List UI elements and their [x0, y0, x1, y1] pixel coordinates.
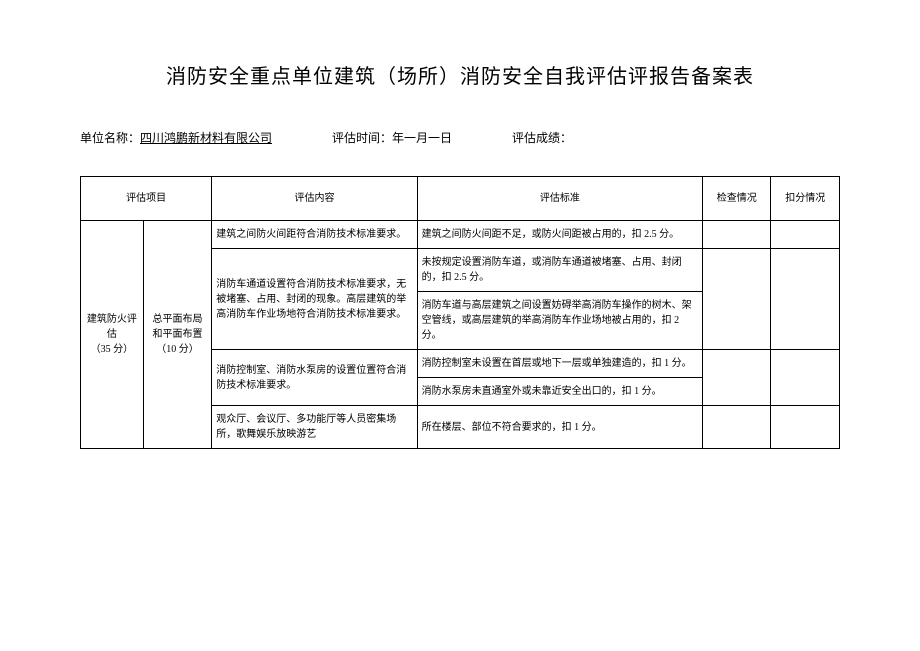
header-category: 评估项目 — [81, 177, 212, 221]
deduct-cell — [771, 249, 840, 350]
check-cell — [703, 406, 771, 449]
header-content: 评估内容 — [212, 177, 417, 221]
header-deduct: 扣分情况 — [771, 177, 840, 221]
standard-cell: 消防车道与高层建筑之间设置妨碍举高消防车操作的树木、架空管线，或高层建筑的举高消… — [417, 292, 702, 350]
content-cell: 消防控制室、消防水泵房的设置位置符合消防技术标准要求。 — [212, 350, 417, 406]
standard-cell: 未按规定设置消防车道，或消防车通道被堵塞、占用、封闭的，扣 2.5 分。 — [417, 249, 702, 292]
header-standard: 评估标准 — [417, 177, 702, 221]
check-cell — [703, 221, 771, 249]
standard-cell: 消防控制室未设置在首层或地下一层或单独建造的，扣 1 分。 — [417, 350, 702, 378]
deduct-cell — [771, 406, 840, 449]
category1-cell: 建筑防火评估 （35 分） — [81, 221, 144, 449]
deduct-cell — [771, 221, 840, 249]
table-header-row: 评估项目 评估内容 评估标准 检查情况 扣分情况 — [81, 177, 840, 221]
category2-score: （10 分） — [148, 342, 207, 357]
standard-cell: 建筑之间防火间距不足，或防火间距被占用的，扣 2.5 分。 — [417, 221, 702, 249]
content-cell: 建筑之间防火间距符合消防技术标准要求。 — [212, 221, 417, 249]
table-row: 建筑防火评估 （35 分） 总平面布局和平面布置 （10 分） 建筑之间防火间距… — [81, 221, 840, 249]
unit-name-field: 单位名称：四川鸿鹏新材料有限公司 — [80, 129, 272, 146]
content-cell: 观众厅、会议厅、多功能厅等人员密集场所，歌舞娱乐放映游艺 — [212, 406, 417, 449]
check-cell — [703, 350, 771, 406]
header-check: 检查情况 — [703, 177, 771, 221]
score-field: 评估成绩： — [512, 129, 572, 146]
document-title: 消防安全重点单位建筑（场所）消防安全自我评估评报告备案表 — [80, 60, 840, 89]
unit-name-value: 四川鸿鹏新材料有限公司 — [140, 131, 272, 145]
time-field: 评估时间：年一月一日 — [332, 129, 452, 146]
unit-label: 单位名称： — [80, 131, 140, 145]
standard-cell: 所在楼层、部位不符合要求的，扣 1 分。 — [417, 406, 702, 449]
meta-row: 单位名称：四川鸿鹏新材料有限公司 评估时间：年一月一日 评估成绩： — [80, 129, 840, 146]
deduct-cell — [771, 350, 840, 406]
category1-score: （35 分） — [85, 342, 139, 357]
assessment-table: 评估项目 评估内容 评估标准 检查情况 扣分情况 建筑防火评估 （35 分） 总… — [80, 176, 840, 449]
standard-cell: 消防水泵房未直通室外或未靠近安全出口的，扣 1 分。 — [417, 378, 702, 406]
check-cell — [703, 249, 771, 350]
category2-cell: 总平面布局和平面布置 （10 分） — [143, 221, 211, 449]
category1-name: 建筑防火评估 — [85, 312, 139, 342]
category2-name: 总平面布局和平面布置 — [148, 312, 207, 342]
content-cell: 消防车通道设置符合消防技术标准要求，无被堵塞、占用、封闭的现象。高层建筑的举高消… — [212, 249, 417, 350]
